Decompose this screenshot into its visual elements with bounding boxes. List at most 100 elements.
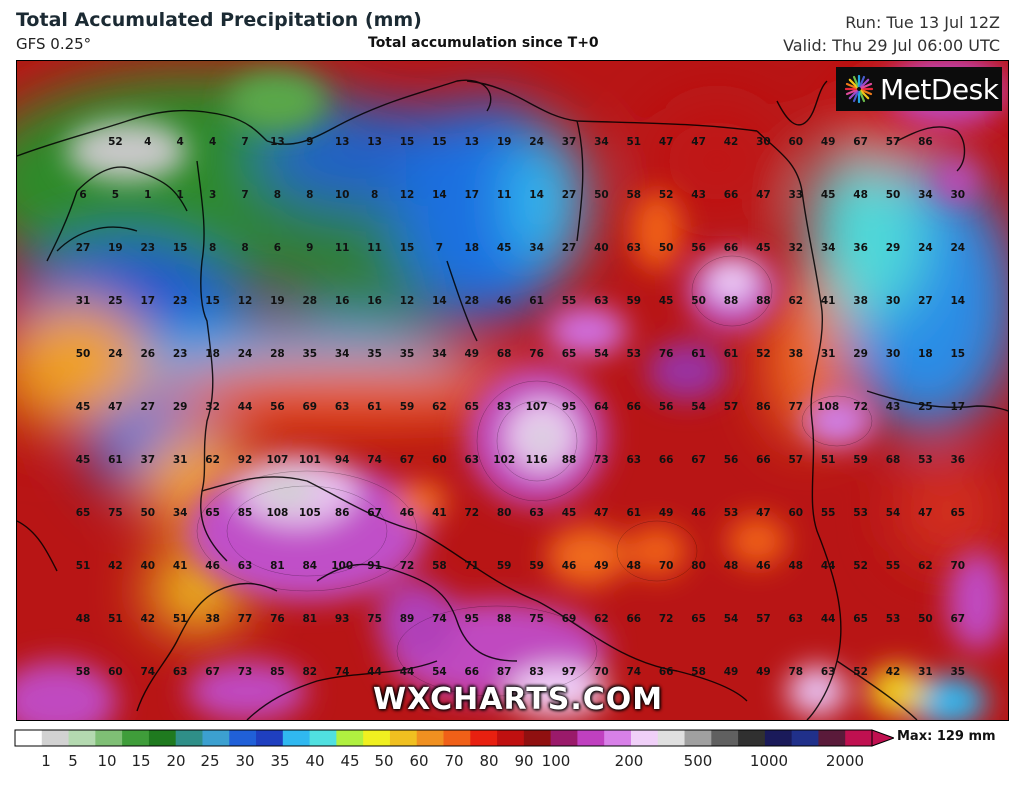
grid-value-label: 65 [562,348,577,360]
grid-value-label: 4 [144,136,151,148]
grid-value-label: 80 [691,560,706,572]
grid-value-label: 63 [529,507,544,519]
grid-value-label: 92 [238,454,253,466]
grid-value-label: 95 [562,401,577,413]
grid-value-label: 27 [140,401,155,413]
grid-value-label: 35 [400,348,415,360]
grid-value-label: 94 [335,454,350,466]
accumulation-subtitle: Total accumulation since T+0 [368,35,599,51]
legend-tick-label: 60 [409,752,429,770]
grid-value-label: 15 [173,242,188,254]
precip-field-broad [17,71,1008,631]
grid-value-label: 13 [464,136,479,148]
grid-value-label: 70 [950,560,965,572]
grid-value-label: 63 [594,295,609,307]
grid-value-label: 63 [626,454,641,466]
grid-value-label: 11 [335,242,350,254]
grid-value-label: 28 [464,295,479,307]
grid-value-label: 42 [140,613,155,625]
grid-value-label: 67 [367,507,382,519]
grid-value-label: 50 [918,613,933,625]
grid-value-label: 63 [238,560,253,572]
grid-value-label: 97 [562,666,577,678]
grid-value-label: 86 [918,136,933,148]
legend-swatch [604,730,632,746]
grid-value-label: 33 [788,189,803,201]
grid-value-label: 24 [918,242,933,254]
grid-value-label: 24 [529,136,544,148]
grid-value-label: 50 [659,242,674,254]
grid-value-label: 66 [626,613,641,625]
grid-value-label: 63 [173,666,188,678]
grid-value-label: 75 [529,613,544,625]
legend-swatch [309,730,337,746]
grid-value-label: 63 [821,666,836,678]
legend-swatch [148,730,177,746]
grid-value-label: 45 [76,454,91,466]
grid-value-label: 8 [371,189,378,201]
legend-tick-label: 200 [614,752,644,770]
legend-swatch [389,730,418,746]
grid-value-label: 74 [140,666,155,678]
grid-value-label: 74 [335,666,350,678]
legend-swatch [550,730,578,746]
grid-value-label: 15 [205,295,220,307]
grid-value-label: 38 [788,348,803,360]
grid-value-label: 55 [886,560,901,572]
grid-value-label: 67 [205,666,220,678]
grid-value-label: 23 [173,348,188,360]
grid-value-label: 27 [562,189,577,201]
grid-value-label: 47 [756,189,771,201]
grid-value-label: 6 [274,242,281,254]
grid-value-label: 82 [302,666,317,678]
grid-value-label: 48 [788,560,803,572]
legend-tick-label: 1 [41,752,51,770]
grid-value-label: 62 [432,401,447,413]
legend-max-label: Max: 129 mm [897,729,996,744]
grid-value-label: 70 [594,666,609,678]
precip-field-detail [17,61,1007,720]
grid-value-label: 25 [918,401,933,413]
valid-time: Valid: Thu 29 Jul 06:00 UTC [783,36,1000,55]
grid-value-label: 52 [853,666,868,678]
grid-value-label: 52 [756,348,771,360]
grid-value-label: 40 [140,560,155,572]
grid-value-label: 45 [562,507,577,519]
legend-swatch [577,730,605,746]
grid-value-label: 61 [626,507,641,519]
run-time: Run: Tue 13 Jul 12Z [845,13,1000,32]
grid-value-label: 12 [400,295,415,307]
grid-value-label: 81 [270,560,285,572]
grid-value-label: 14 [950,295,965,307]
legend-tick-label: 70 [444,752,464,770]
grid-value-label: 34 [432,348,447,360]
grid-value-label: 65 [205,507,220,519]
grid-value-label: 29 [853,348,868,360]
grid-value-label: 50 [594,189,609,201]
grid-value-label: 101 [299,454,321,466]
grid-value-label: 88 [562,454,577,466]
grid-value-label: 17 [950,401,965,413]
grid-value-label: 61 [691,348,706,360]
grid-value-label: 100 [331,560,353,572]
grid-value-label: 77 [238,613,253,625]
legend-swatch [15,730,43,746]
grid-value-label: 73 [594,454,609,466]
borders-and-coastlines [17,79,1008,720]
grid-value-label: 86 [335,507,350,519]
precipitation-map[interactable]: 52 4 4 4 7 13 9 13 13 15 15 13 19 24 37 34 51 47 47 42 30 60 4… [16,60,1009,721]
legend-tick-label: 50 [374,752,394,770]
grid-value-label: 65 [950,507,965,519]
grid-value-label: 66 [756,454,771,466]
value-labels: 52 4 4 4 7 13 9 13 13 15 15 13 19 24 37 34 51 47 47 42 30 60 4… [76,136,965,678]
legend-tick-label: 2000 [825,752,865,770]
grid-value-label: 34 [529,242,544,254]
grid-value-label: 107 [266,454,288,466]
grid-value-label: 77 [788,401,803,413]
grid-value-label: 58 [691,666,706,678]
grid-value-label: 1 [144,189,151,201]
grid-value-label: 47 [756,507,771,519]
grid-value-label: 14 [432,295,447,307]
grid-value-label: 51 [173,613,188,625]
grid-value-label: 59 [626,295,641,307]
